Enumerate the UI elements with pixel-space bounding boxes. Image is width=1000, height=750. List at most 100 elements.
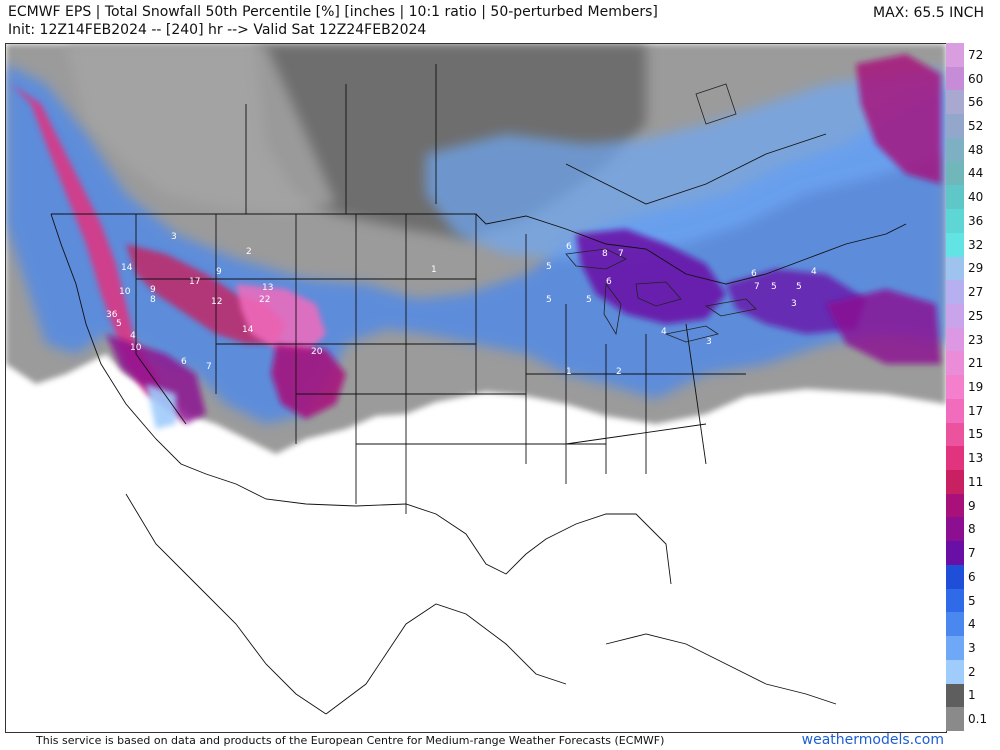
map-value-label: 4: [811, 267, 817, 277]
legend-entry: 48: [946, 137, 1000, 162]
legend-swatch: [946, 636, 964, 660]
map-value-label: 36: [106, 310, 118, 320]
legend-entry: 8: [946, 517, 1000, 542]
legend-label: 36: [968, 213, 984, 228]
legend-entry: 3: [946, 636, 1000, 660]
legend-swatch: [946, 470, 964, 494]
legend-entry: 6: [946, 564, 1000, 589]
legend-entry: 7: [946, 541, 1000, 565]
map-value-label: 20: [311, 347, 323, 357]
legend-label: 32: [968, 237, 984, 252]
legend-entry: 21: [946, 351, 1000, 376]
legend-entry: 4: [946, 612, 1000, 637]
legend-swatch: [946, 137, 964, 162]
map-value-label: 3: [706, 337, 712, 347]
map-value-label: 10: [119, 287, 131, 297]
map-value-label: 1: [566, 367, 572, 377]
legend-swatch: [946, 232, 964, 257]
legend-entry: 60: [946, 66, 1000, 91]
map-value-label: 6: [606, 277, 612, 287]
legend-entry: 2: [946, 659, 1000, 684]
legend-entry: 36: [946, 209, 1000, 233]
political-boundaries: [50, 64, 907, 715]
legend-swatch: [946, 114, 964, 138]
map-value-label: 2: [616, 367, 622, 377]
legend-label: 4: [968, 617, 976, 632]
legend-swatch: [946, 398, 964, 423]
legend-label: 2: [968, 664, 976, 679]
legend-label: 17: [968, 403, 984, 418]
map-value-label: 7: [754, 282, 760, 292]
map-value-label: 4: [661, 327, 667, 337]
map-value-label: 4: [130, 331, 136, 341]
map-value-label: 5: [546, 262, 552, 272]
legend-label: 40: [968, 190, 984, 205]
legend-entry: 17: [946, 398, 1000, 423]
legend-label: 56: [968, 95, 984, 110]
legend-swatch: [946, 446, 964, 471]
legend-entry: 19: [946, 375, 1000, 399]
legend-label: 5: [968, 593, 976, 608]
legend-swatch: [946, 683, 964, 708]
legend-label: 23: [968, 332, 984, 347]
map-value-label: 7: [618, 249, 624, 259]
legend-label: 44: [968, 166, 984, 181]
legend-swatch: [946, 43, 964, 67]
legend-entry: 40: [946, 185, 1000, 210]
heavy-snow-cascades: [11, 84, 166, 404]
snowfall-map: 14 10 9 8 17 12 13 22 14 20 10 36 4 5 6 …: [5, 43, 947, 733]
legend-entry: 72: [946, 43, 1000, 67]
legend-swatch: [946, 90, 964, 115]
legend-swatch: [946, 375, 964, 399]
legend-label: 8: [968, 522, 976, 537]
legend-swatch: [946, 588, 964, 613]
legend-swatch: [946, 422, 964, 447]
legend-entry: 5: [946, 588, 1000, 613]
legend-label: 9: [968, 498, 976, 513]
map-value-label: 10: [130, 343, 142, 353]
legend-label: 21: [968, 356, 984, 371]
legend-entry: 11: [946, 470, 1000, 494]
color-scale-legend: 72 60 56 52 48 44 40 36 32 29 27 25 23 21 19 17 15 13 11 9 8…: [946, 43, 1000, 731]
legend-swatch: [946, 161, 964, 186]
map-value-label: 8: [602, 249, 608, 259]
legend-swatch: [946, 256, 964, 281]
map-value-label: 8: [150, 295, 156, 305]
great-lakes: [565, 83, 757, 343]
heavy-snow-colorado: [271, 344, 346, 419]
map-value-label: 9: [216, 267, 222, 277]
legend-swatch: [946, 612, 964, 637]
legend-swatch: [946, 66, 964, 91]
legend-entry: 15: [946, 422, 1000, 447]
map-value-label: 9: [150, 285, 156, 295]
heavy-snow-sierra: [106, 334, 206, 424]
map-value-label: 5: [586, 295, 592, 305]
legend-swatch: [946, 564, 964, 589]
legend-entry: 56: [946, 90, 1000, 115]
map-init-valid: Init: 12Z14FEB2024 -- [240] hr --> Valid…: [8, 22, 427, 38]
legend-entry: 0.1: [946, 707, 1000, 731]
legend-entry: 27: [946, 280, 1000, 304]
light-snow-region-north-gray: [66, 44, 336, 214]
map-value-label: 12: [211, 297, 222, 307]
map-value-label: 2: [246, 247, 252, 257]
legend-label: 19: [968, 379, 984, 394]
legend-label: 3: [968, 640, 976, 655]
heavy-snow-nevada: [146, 384, 176, 429]
legend-swatch: [946, 209, 964, 233]
map-value-label: 5: [771, 282, 777, 292]
legend-label: 72: [968, 47, 984, 62]
source-site-link[interactable]: weathermodels.com: [801, 732, 944, 748]
heavy-snow-quebec: [726, 269, 866, 334]
legend-label: 0.1: [968, 712, 988, 727]
legend-swatch: [946, 327, 964, 352]
map-value-label: 3: [791, 299, 797, 309]
snowfall-value-labels: 14 10 9 8 17 12 13 22 14 20 10 36 4 5 6 …: [106, 232, 817, 377]
legend-label: 27: [968, 285, 984, 300]
heavy-snow-maritimes: [826, 289, 941, 364]
legend-swatch: [946, 493, 964, 518]
map-value-label: 1: [431, 265, 437, 275]
map-value-label: 14: [121, 263, 133, 273]
map-title: ECMWF EPS | Total Snowfall 50th Percenti…: [8, 4, 658, 20]
max-snowfall-label: MAX: 65.5 INCH: [873, 5, 984, 21]
